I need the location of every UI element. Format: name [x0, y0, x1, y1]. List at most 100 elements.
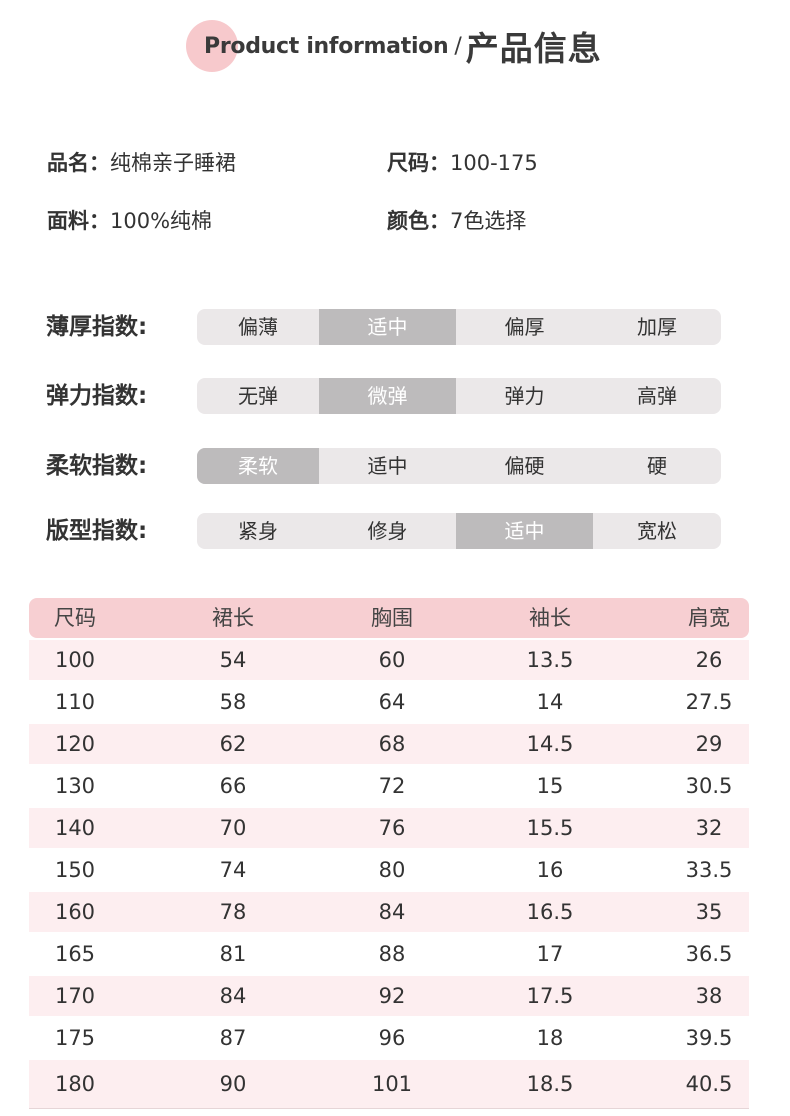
index-option: 无弹 [238, 384, 278, 408]
index-option: 偏薄 [238, 315, 278, 339]
color-label: 颜色： [387, 209, 450, 233]
table-cell: 38 [695, 984, 723, 1008]
index-option: 偏硬 [504, 454, 545, 478]
table-cell: 120 [54, 732, 96, 756]
table-cell: 80 [378, 858, 406, 882]
table-cell: 62 [219, 732, 247, 756]
table-header-cell: 胸围 [371, 606, 413, 630]
color-value: 7色选择 [450, 209, 527, 233]
index-option-selected: 柔软 [197, 448, 319, 484]
table-cell: 81 [219, 942, 247, 966]
index-option: 高弹 [637, 384, 677, 408]
table-cell: 33.5 [685, 858, 733, 882]
table-cell: 92 [378, 984, 406, 1008]
table-cell: 17.5 [526, 984, 574, 1008]
index-scale: 柔软 适中 偏硬 硬 [197, 448, 721, 484]
index-option: 紧身 [238, 519, 278, 543]
table-cell: 15 [536, 774, 564, 798]
table-cell: 90 [219, 1072, 247, 1096]
table-cell: 101 [371, 1072, 413, 1096]
table-cell: 68 [378, 732, 406, 756]
index-scale: 偏薄 适中 偏厚 加厚 [197, 309, 721, 345]
table-header-cell: 裙长 [212, 606, 254, 630]
table-row: 160 78 84 16.5 35 [29, 892, 749, 932]
info-color: 颜色：7色选择 [387, 205, 526, 235]
table-row: 175 87 96 18 39.5 [29, 1018, 749, 1058]
table-cell: 78 [219, 900, 247, 924]
table-cell: 36.5 [685, 942, 733, 966]
table-row: 165 81 88 17 36.5 [29, 934, 749, 974]
index-option: 修身 [367, 519, 408, 543]
fabric-label: 面料： [47, 209, 110, 233]
table-row: 130 66 72 15 30.5 [29, 766, 749, 806]
index-option-selected: 适中 [456, 513, 593, 549]
table-row: 170 84 92 17.5 38 [29, 976, 749, 1016]
index-option: 宽松 [637, 519, 677, 543]
table-cell: 14 [536, 690, 564, 714]
index-option-selected: 微弹 [319, 378, 456, 414]
table-cell: 58 [219, 690, 247, 714]
table-cell: 66 [219, 774, 247, 798]
table-cell: 27.5 [685, 690, 733, 714]
index-option-selected: 适中 [319, 309, 456, 345]
table-cell: 87 [219, 1026, 247, 1050]
size-value: 100-175 [450, 151, 538, 175]
table-header-cell: 尺码 [54, 606, 96, 630]
table-cell: 130 [54, 774, 96, 798]
table-cell: 100 [54, 648, 96, 672]
index-label: 柔软指数: [46, 453, 148, 479]
page-header: Product information / 产品信息 [0, 0, 790, 90]
table-cell: 13.5 [526, 648, 574, 672]
info-size: 尺码：100-175 [387, 147, 538, 177]
table-cell: 64 [378, 690, 406, 714]
index-option: 适中 [367, 454, 408, 478]
table-cell: 84 [378, 900, 406, 924]
index-option: 弹力 [504, 384, 545, 408]
table-cell: 60 [378, 648, 406, 672]
table-row: 180 90 101 18.5 40.5 [29, 1060, 749, 1108]
table-cell: 40.5 [685, 1072, 733, 1096]
title-chinese: 产品信息 [465, 29, 602, 68]
header-title: Product information / 产品信息 [204, 18, 602, 74]
table-header-cell: 袖长 [529, 606, 571, 630]
title-separator: / [454, 33, 462, 59]
table-cell: 35 [695, 900, 723, 924]
index-option: 硬 [647, 454, 667, 478]
table-cell: 16 [536, 858, 564, 882]
table-row: 100 54 60 13.5 26 [29, 640, 749, 680]
table-cell: 26 [695, 648, 723, 672]
table-cell: 15.5 [526, 816, 574, 840]
table-cell: 96 [378, 1026, 406, 1050]
index-label: 弹力指数: [46, 383, 148, 409]
table-cell: 17 [536, 942, 564, 966]
table-cell: 165 [54, 942, 96, 966]
table-header-row: 尺码 裙长 胸围 袖长 肩宽 [29, 598, 749, 638]
table-cell: 70 [219, 816, 247, 840]
table-cell: 72 [378, 774, 406, 798]
index-label: 版型指数: [46, 518, 148, 544]
table-cell: 88 [378, 942, 406, 966]
index-scale: 无弹 微弹 弹力 高弹 [197, 378, 721, 414]
index-label: 薄厚指数: [46, 314, 148, 340]
product-name-label: 品名： [47, 151, 110, 175]
table-row: 120 62 68 14.5 29 [29, 724, 749, 764]
table-bottom-divider [29, 1108, 749, 1109]
header-accent-circle [186, 20, 238, 72]
index-scale: 紧身 修身 适中 宽松 [197, 513, 721, 549]
table-cell: 150 [54, 858, 96, 882]
product-name-value: 纯棉亲子睡裙 [110, 151, 236, 175]
table-header-cell: 肩宽 [688, 606, 730, 630]
table-cell: 76 [378, 816, 406, 840]
size-label: 尺码： [387, 151, 450, 175]
table-cell: 16.5 [526, 900, 574, 924]
table-cell: 180 [54, 1072, 96, 1096]
table-cell: 54 [219, 648, 247, 672]
index-option: 加厚 [637, 315, 677, 339]
info-product-name: 品名：纯棉亲子睡裙 [47, 147, 236, 177]
table-cell: 175 [54, 1026, 96, 1050]
table-cell: 110 [54, 690, 96, 714]
table-cell: 84 [219, 984, 247, 1008]
table-cell: 74 [219, 858, 247, 882]
fabric-value: 100%纯棉 [110, 209, 213, 233]
table-cell: 140 [54, 816, 96, 840]
